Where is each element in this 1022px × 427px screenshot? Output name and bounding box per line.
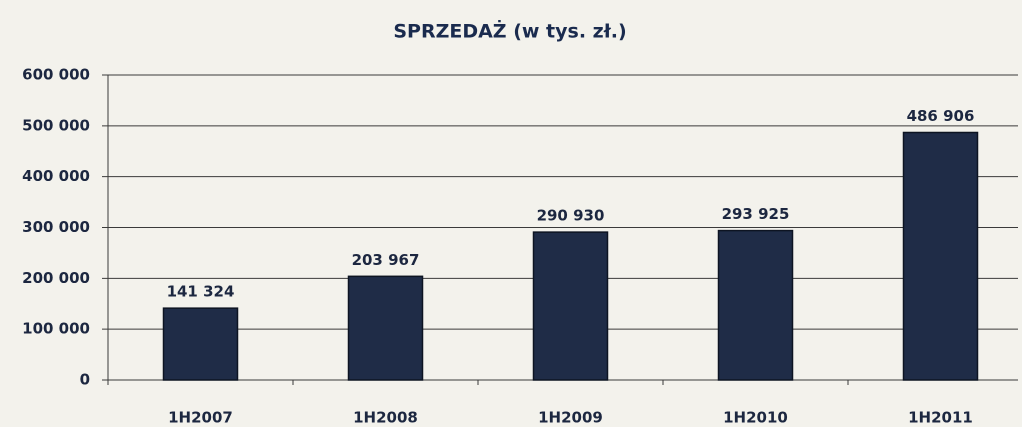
- value-label: 486 906: [907, 107, 975, 125]
- value-label: 290 930: [537, 207, 605, 225]
- x-tick-label: 1H2009: [538, 409, 603, 427]
- bar: [347, 275, 424, 381]
- bar: [162, 307, 239, 381]
- y-tick-label: 500 000: [22, 116, 90, 134]
- y-tick-label: 300 000: [22, 218, 90, 236]
- y-tick-label: 200 000: [22, 269, 90, 287]
- x-tick-label: 1H2008: [353, 409, 418, 427]
- value-label: 141 324: [167, 283, 235, 301]
- x-tick-label: 1H2010: [723, 409, 788, 427]
- bar: [717, 229, 794, 381]
- x-tick-label: 1H2007: [168, 409, 233, 427]
- value-label: 203 967: [352, 251, 420, 269]
- bar: [532, 231, 609, 381]
- value-label: 293 925: [722, 205, 790, 223]
- y-tick-label: 100 000: [22, 320, 90, 338]
- x-tick-label: 1H2011: [908, 409, 973, 427]
- y-tick-label: 600 000: [22, 66, 90, 84]
- y-tick-label: 400 000: [22, 167, 90, 185]
- chart-title: SPRZEDAŻ (w tys. zł.): [393, 19, 626, 43]
- bar: [902, 131, 979, 381]
- y-tick-label: 0: [80, 371, 90, 389]
